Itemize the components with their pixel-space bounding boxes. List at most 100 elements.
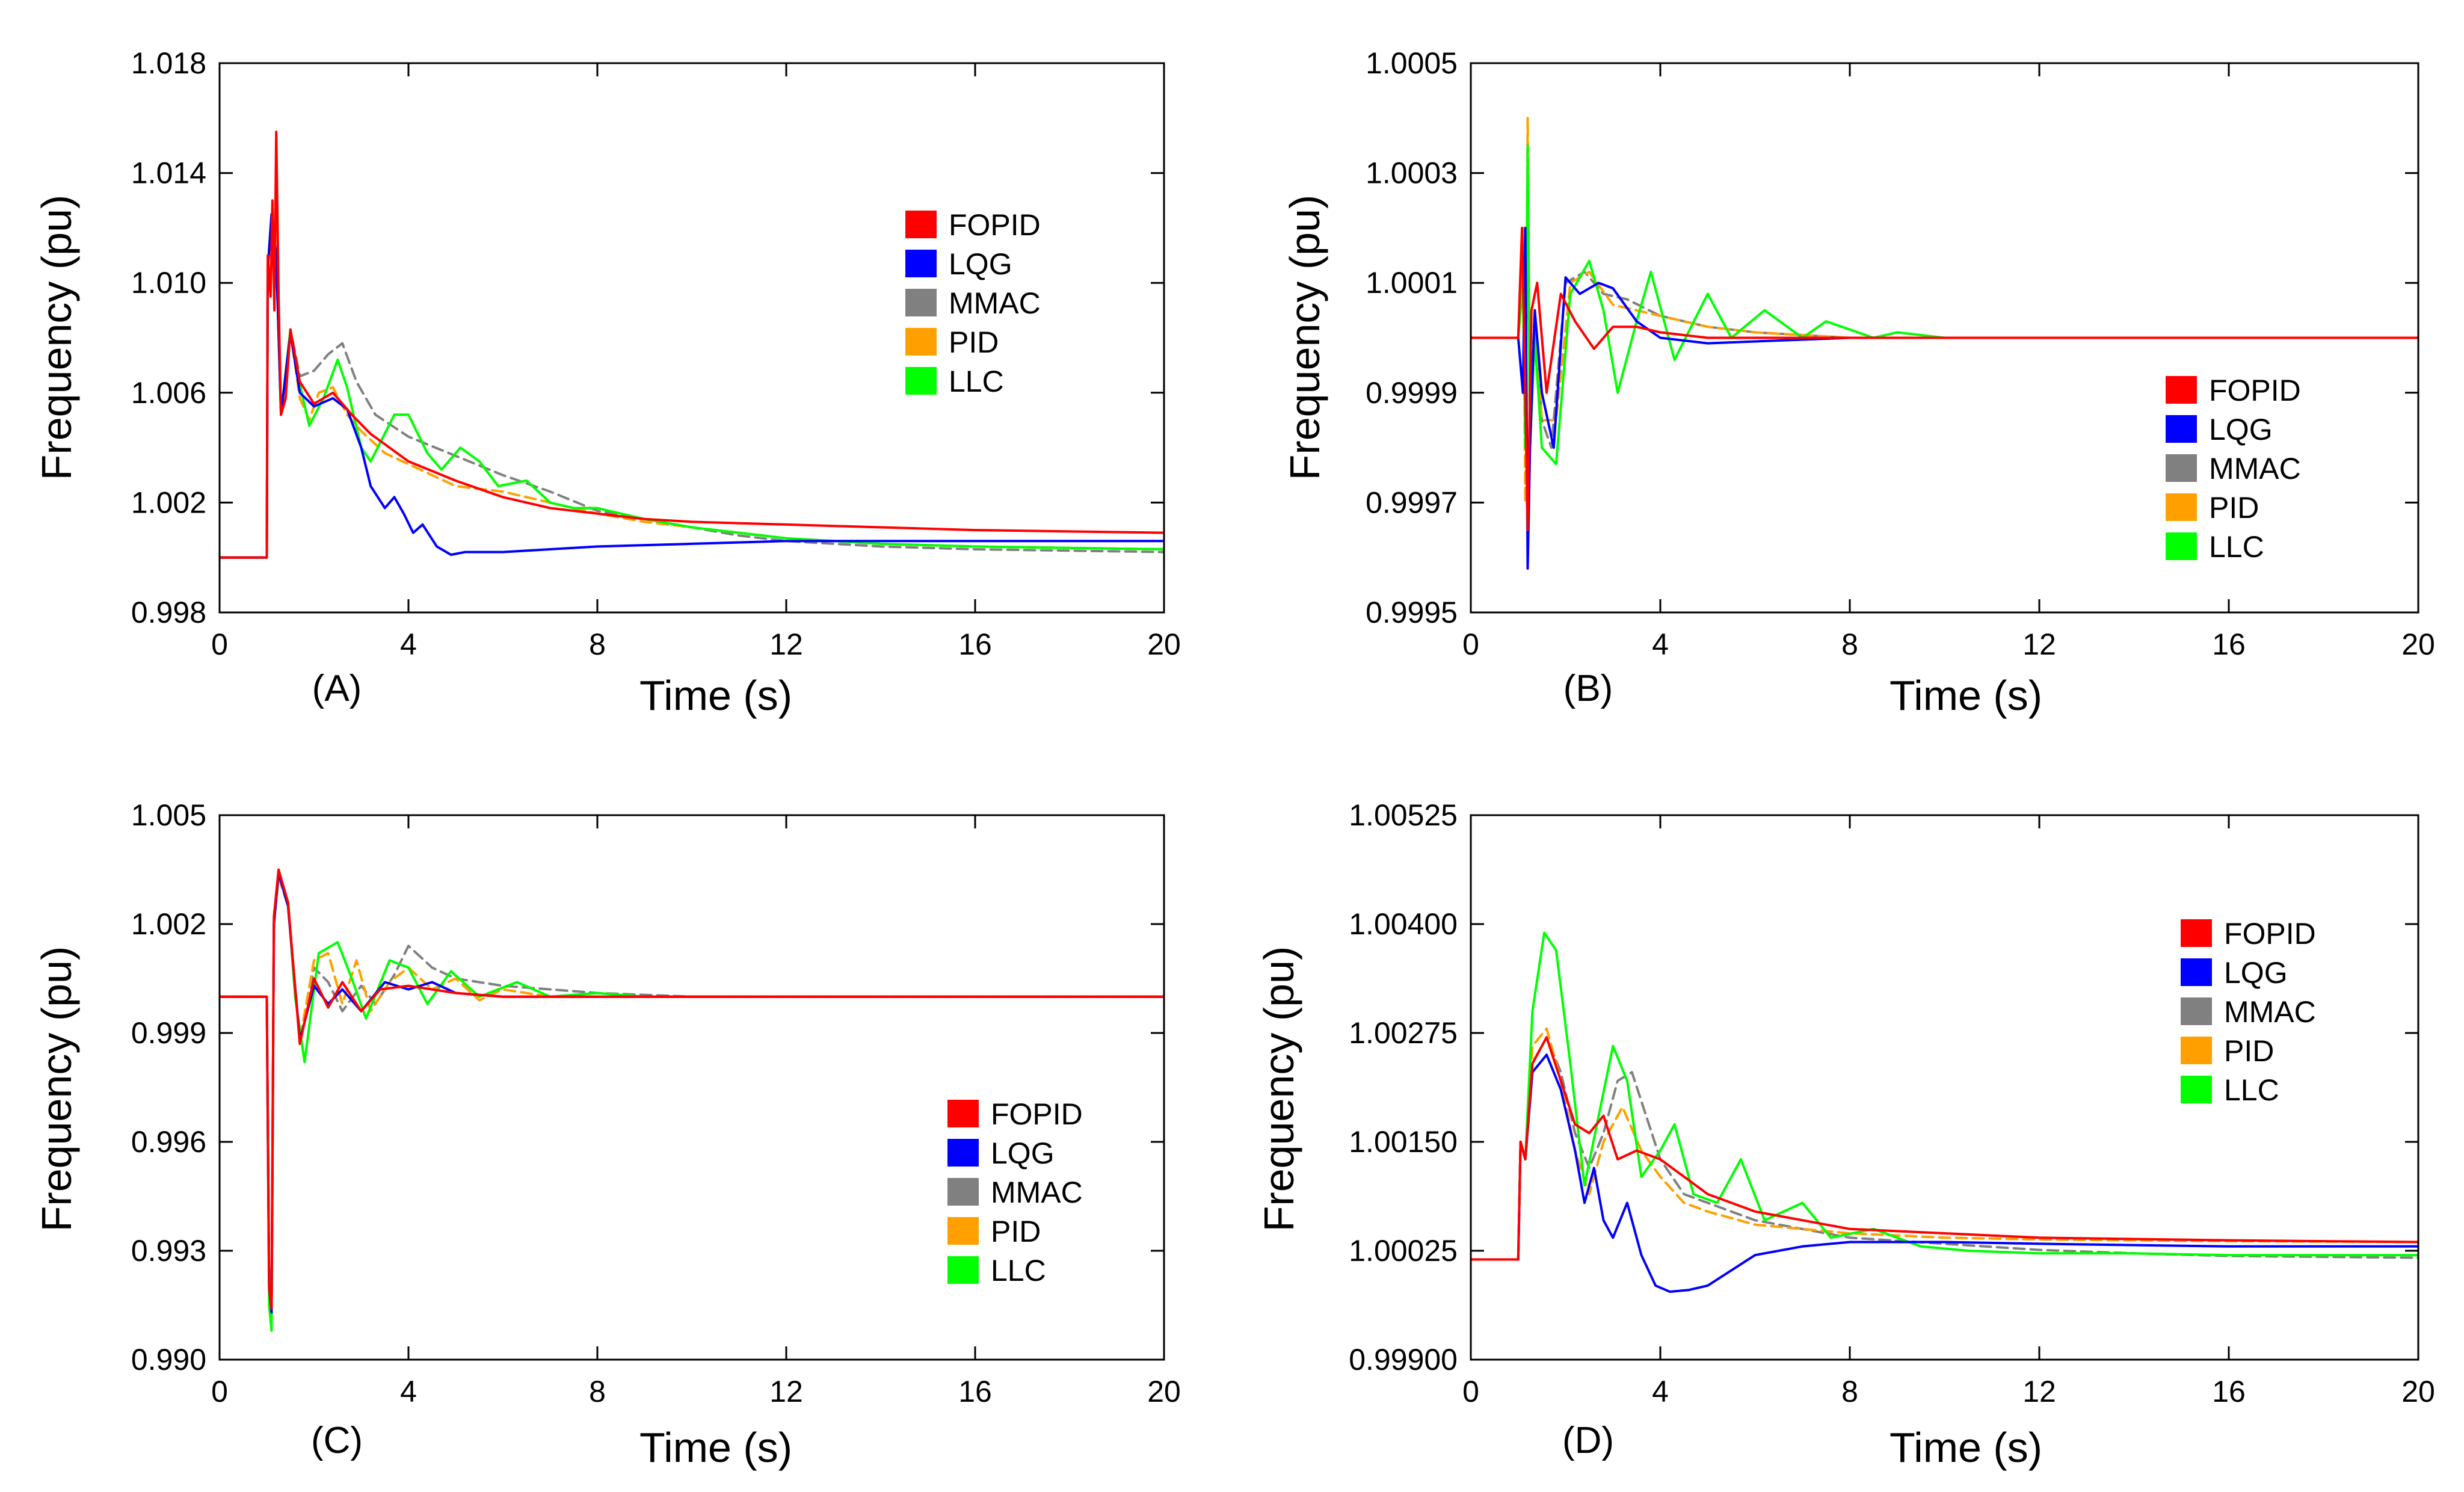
legend-swatch-pid [947, 1217, 979, 1245]
y-tick-label: 0.9999 [1366, 376, 1458, 410]
legend-swatch-fopid [2181, 919, 2212, 947]
panel-label: (C) [311, 1420, 363, 1461]
y-tick-labels: 0.990 0.993 0.996 0.999 1.002 1.005 [131, 798, 206, 1376]
series-line-llc [1471, 931, 2418, 1261]
x-tick-label: 0 [211, 1375, 228, 1408]
legend-swatch-llc [2166, 532, 2197, 560]
y-tick-label: 1.018 [131, 46, 206, 80]
legend-label-llc: LLC [2209, 530, 2264, 564]
x-tick-label: 0 [1462, 627, 1479, 661]
x-tick-label: 4 [1652, 627, 1669, 661]
legend: FOPID LQG MMAC PID LLC [2166, 374, 2301, 564]
y-tick-label: 0.993 [131, 1234, 206, 1268]
legend-swatch-lqg [947, 1139, 979, 1167]
y-tick-label: 1.006 [131, 376, 206, 410]
legend-swatch-lqg [2181, 958, 2212, 986]
x-tick-label: 16 [2212, 627, 2246, 661]
y-tick-label: 0.99900 [1349, 1343, 1458, 1376]
series-line-fopid [220, 868, 1164, 1310]
x-tick-label: 8 [1841, 1375, 1858, 1408]
legend-swatch-mmac [947, 1178, 979, 1206]
series-line-lqg [1471, 226, 2418, 570]
legend-label-fopid: FOPID [949, 208, 1041, 242]
legend-swatch-pid [2166, 493, 2197, 521]
panel-d: 0.99900 1.00025 1.00150 1.00275 1.00400 1.005… [1255, 798, 2435, 1471]
legend-swatch-llc [2181, 1076, 2212, 1103]
legend-label-pid: PID [949, 325, 999, 359]
legend-label-mmac: MMAC [2209, 452, 2301, 486]
legend-label-mmac: MMAC [991, 1176, 1083, 1209]
x-tick-label: 4 [1652, 1375, 1669, 1408]
x-tick-label: 16 [958, 1375, 992, 1408]
x-axis-label: Time (s) [639, 1424, 792, 1471]
x-tick-label: 8 [589, 1375, 606, 1408]
series-line-mmac [220, 213, 1164, 559]
legend: FOPID LQG MMAC PID LLC [947, 1097, 1083, 1287]
legend: FOPID LQG MMAC PID LLC [905, 208, 1041, 398]
legend-swatch-mmac [905, 289, 937, 316]
legend-label-pid: PID [2209, 491, 2259, 525]
legend-swatch-lqg [905, 250, 937, 277]
x-axis-label: Time (s) [1890, 1424, 2042, 1471]
y-tick-label: 1.010 [131, 266, 206, 300]
x-tick-labels: 0 4 8 12 16 20 [1462, 1375, 2435, 1408]
series-line-mmac [1471, 1036, 2418, 1261]
x-tick-labels: 0 4 8 12 16 20 [1462, 627, 2435, 661]
series-lines [220, 131, 1164, 559]
y-tick-label: 1.00275 [1349, 1016, 1458, 1050]
legend: FOPID LQG MMAC PID LLC [2181, 917, 2316, 1107]
series-line-llc [1471, 144, 2418, 466]
x-tick-label: 12 [769, 1375, 803, 1408]
y-tick-labels: 0.998 1.002 1.006 1.010 1.014 1.018 [131, 46, 206, 629]
y-tick-label: 1.00525 [1349, 798, 1458, 832]
legend-swatch-fopid [2166, 376, 2197, 404]
x-axis-label: Time (s) [1890, 672, 2042, 719]
series-lines [220, 868, 1164, 1332]
x-tick-label: 12 [2022, 1375, 2056, 1408]
y-tick-label: 0.999 [131, 1016, 206, 1050]
plot-area-border [218, 62, 1165, 614]
legend-swatch-fopid [905, 211, 937, 238]
x-tick-label: 0 [1462, 1375, 1479, 1408]
legend-label-pid: PID [991, 1215, 1041, 1248]
x-tick-label: 8 [589, 627, 606, 661]
panel-a: 0.998 1.002 1.006 1.010 1.014 1.018 0 4 8 12 16 20… [33, 46, 1181, 719]
y-tick-labels: 0.99900 1.00025 1.00150 1.00275 1.00400 1.005… [1349, 798, 1458, 1376]
x-tick-label: 16 [2212, 1375, 2246, 1408]
series-line-fopid [1471, 226, 2418, 531]
y-tick-label: 1.00400 [1349, 907, 1458, 941]
y-tick-label: 1.00025 [1349, 1234, 1458, 1268]
panel-b: 0.9995 0.9997 0.9999 1.0001 1.0003 1.0005 0 4 8… [1281, 46, 2435, 719]
x-axis-label: Time (s) [639, 672, 792, 719]
legend-label-mmac: MMAC [949, 286, 1041, 320]
panel-label: (B) [1563, 668, 1613, 709]
legend-swatch-llc [947, 1256, 979, 1284]
legend-label-fopid: FOPID [991, 1097, 1083, 1131]
legend-label-lqg: LQG [991, 1136, 1055, 1170]
x-tick-label: 4 [400, 627, 417, 661]
legend-swatch-fopid [947, 1100, 979, 1127]
legend-label-llc: LLC [2224, 1073, 2279, 1107]
legend-swatch-lqg [2166, 415, 2197, 443]
x-tick-label: 4 [400, 1375, 417, 1408]
x-tick-label: 20 [1147, 1375, 1181, 1408]
y-tick-labels: 0.9995 0.9997 0.9999 1.0001 1.0003 1.0005 [1366, 46, 1458, 629]
y-tick-label: 0.9997 [1366, 486, 1458, 519]
series-lines [1471, 931, 2418, 1293]
y-tick-label: 1.002 [131, 486, 206, 519]
panel-label: (A) [312, 668, 362, 709]
y-tick-label: 1.0001 [1366, 266, 1458, 300]
legend-swatch-pid [2181, 1037, 2212, 1064]
panel-label: (D) [1562, 1420, 1614, 1461]
x-tick-label: 8 [1841, 627, 1858, 661]
x-tick-label: 20 [1147, 627, 1181, 661]
series-line-fopid [1471, 1036, 2418, 1261]
x-tick-label: 12 [769, 627, 803, 661]
y-tick-label: 1.0005 [1366, 46, 1458, 80]
y-tick-label: 0.996 [131, 1125, 206, 1159]
x-tick-label: 12 [2022, 627, 2056, 661]
legend-swatch-mmac [2166, 454, 2197, 482]
series-line-fopid [220, 131, 1164, 559]
